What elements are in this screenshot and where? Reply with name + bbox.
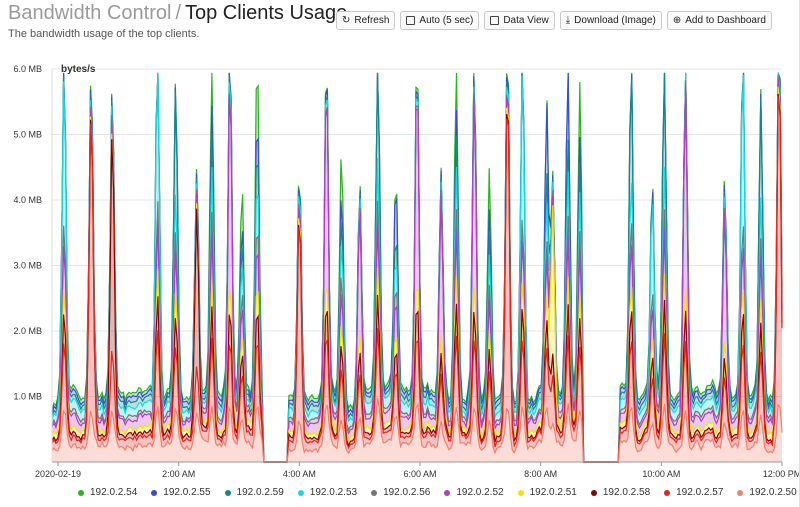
- legend-swatch: [151, 489, 158, 496]
- page-header: Bandwidth Control / Top Clients Usage: [8, 2, 347, 25]
- chart-axes: 1.0 MB 2.0 MB 3.0 MB 4.0 MB 5.0 MB 6.0 MB byte…: [13, 64, 800, 479]
- toolbar: ↻ Refresh Auto (5 sec) Data View ⤓ Downloa…: [336, 11, 772, 30]
- y-tick-label: 2.0 MB: [13, 326, 42, 336]
- legend-swatch: [224, 489, 231, 496]
- legend-label: 192.0.2.57: [676, 487, 724, 498]
- add-to-dashboard-label: Add to Dashboard: [685, 15, 766, 26]
- x-tick-label: 2020-02-19: [35, 469, 81, 479]
- y-tick-label: 6.0 MB: [13, 64, 42, 74]
- series-line: [51, 397, 783, 463]
- download-label: Download (Image): [574, 15, 656, 26]
- legend-item[interactable]: 192.0.2.51: [517, 487, 577, 498]
- plus-circle-icon: ⊕: [672, 14, 682, 26]
- bandwidth-chart[interactable]: 1.0 MB 2.0 MB 3.0 MB 4.0 MB 5.0 MB 6.0 MB byte…: [0, 55, 800, 485]
- add-to-dashboard-button[interactable]: ⊕ Add to Dashboard: [666, 11, 772, 30]
- legend-swatch: [590, 489, 597, 496]
- auto-refresh-label: Auto (5 sec): [419, 15, 474, 26]
- legend-label: 192.0.2.52: [456, 487, 504, 498]
- chart-areas: [51, 72, 783, 463]
- breadcrumb-bandwidth-control[interactable]: Bandwidth Control: [8, 2, 172, 24]
- y-axis-label: bytes/s: [61, 64, 96, 75]
- page-title: Top Clients Usage: [185, 2, 348, 24]
- y-tick-label: 1.0 MB: [13, 392, 42, 402]
- x-tick-label: 10:00 AM: [642, 469, 680, 479]
- x-tick-label: 8:00 AM: [524, 469, 557, 479]
- y-tick-label: 3.0 MB: [13, 261, 42, 271]
- legend-item[interactable]: 192.0.2.52: [444, 487, 504, 498]
- series-line: [51, 78, 783, 463]
- legend-item[interactable]: 192.0.2.50: [737, 487, 797, 498]
- page-subtitle: The bandwidth usage of the top clients.: [8, 28, 200, 40]
- series-line: [51, 96, 783, 463]
- data-view-toggle[interactable]: Data View: [484, 11, 555, 30]
- series-area: [52, 78, 782, 462]
- x-tick-label: 12:00 PM: [763, 469, 800, 479]
- refresh-icon: ↻: [342, 14, 351, 26]
- refresh-button[interactable]: ↻ Refresh: [336, 11, 396, 30]
- x-tick-label: 6:00 AM: [404, 469, 437, 479]
- auto-refresh-checkbox[interactable]: [406, 16, 416, 25]
- legend-swatch: [371, 489, 378, 496]
- refresh-label: Refresh: [354, 15, 390, 26]
- download-image-button[interactable]: ⤓ Download (Image): [559, 11, 662, 30]
- legend-swatch: [664, 489, 671, 496]
- legend-label: 192.0.2.56: [383, 487, 431, 498]
- legend-swatch: [78, 489, 84, 496]
- legend-item[interactable]: 192.0.2.56: [371, 487, 430, 498]
- auto-refresh-toggle[interactable]: Auto (5 sec): [400, 11, 480, 30]
- legend-label: 192.0.2.54: [90, 487, 138, 498]
- series-area: [52, 86, 782, 463]
- y-tick-label: 4.0 MB: [13, 195, 42, 205]
- series-area: [52, 398, 782, 462]
- data-view-checkbox[interactable]: [490, 16, 500, 25]
- chart-legend: 192.0.2.54 192.0.2.55 192.0.2.59 192.0.2.53…: [78, 487, 797, 498]
- legend-item[interactable]: 192.0.2.54: [78, 487, 137, 498]
- download-icon: ⤓: [565, 14, 571, 26]
- legend-item[interactable]: 192.0.2.57: [664, 487, 723, 498]
- breadcrumb-separator: /: [175, 2, 181, 24]
- legend-label: 192.0.2.50: [749, 487, 797, 498]
- legend-label: 192.0.2.58: [602, 487, 651, 498]
- x-tick-label: 4:00 AM: [283, 469, 316, 479]
- y-tick-label: 5.0 MB: [13, 130, 42, 140]
- x-tick-label: 2:00 AM: [162, 469, 195, 479]
- legend-item[interactable]: 192.0.2.58: [590, 487, 651, 498]
- legend-label: 192.0.2.55: [163, 487, 211, 498]
- data-view-label: Data View: [503, 15, 549, 26]
- legend-label: 192.0.2.59: [236, 487, 284, 498]
- series-area: [52, 96, 782, 463]
- legend-swatch: [297, 489, 304, 496]
- legend-swatch: [517, 489, 524, 496]
- legend-swatch: [444, 489, 451, 496]
- legend-item[interactable]: 192.0.2.53: [297, 487, 358, 498]
- legend-swatch: [737, 489, 744, 496]
- legend-item[interactable]: 192.0.2.55: [151, 487, 211, 498]
- legend-item[interactable]: 192.0.2.59: [224, 487, 284, 498]
- legend-label: 192.0.2.53: [309, 487, 358, 498]
- legend-label: 192.0.2.51: [529, 487, 577, 498]
